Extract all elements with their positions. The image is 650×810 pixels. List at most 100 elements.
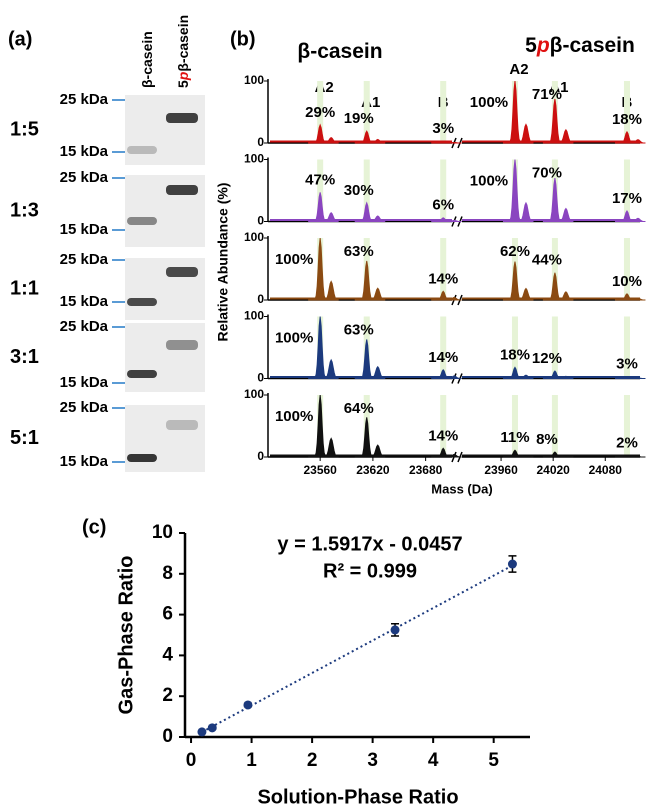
ratio-label: 1:3 <box>10 199 39 221</box>
text-part: 5 <box>525 34 537 57</box>
y-axis-title: Gas-Phase Ratio <box>115 556 137 715</box>
panel-label: (a) <box>8 28 32 50</box>
y-tick-label: 0 <box>257 371 264 385</box>
x-tick-label: 23680 <box>409 463 443 477</box>
peak-value-label: 3% <box>616 356 638 373</box>
x-tick-label: 2 <box>307 750 318 771</box>
peak-highlight <box>552 317 558 379</box>
text-part: β-casein <box>550 34 635 57</box>
gel-image <box>125 95 205 165</box>
panel-label: (c) <box>82 516 106 538</box>
lane-label: β-casein <box>139 31 155 88</box>
point <box>208 723 217 732</box>
peak-value-label: 64% <box>344 400 374 417</box>
marker-label: 25 kDa <box>60 399 109 416</box>
peak-value-label: 71% <box>532 86 562 103</box>
gel-band <box>127 217 157 225</box>
point <box>391 625 400 634</box>
text-part: β-casein <box>139 31 155 88</box>
y-tick-label: 100 <box>244 152 264 166</box>
gel-band <box>127 146 157 154</box>
y-tick-label: 100 <box>244 387 264 401</box>
text-part: 5 <box>175 80 191 88</box>
spectrum-title: 5pβ-casein <box>525 34 635 57</box>
spectrum-title: β-casein <box>297 40 382 63</box>
marker-label: 25 kDa <box>60 318 109 335</box>
text-part: p <box>175 71 191 81</box>
peak-value-label: 62% <box>500 243 530 260</box>
y-tick-label: 0 <box>257 214 264 228</box>
figure: (a) (b) (c) β-casein5pβ-casein1:525 kDa1… <box>0 0 650 810</box>
marker-label: 15 kDa <box>60 453 109 470</box>
annotation: R² = 0.999 <box>323 560 417 582</box>
gel-band <box>166 267 198 277</box>
x-tick-label: 24020 <box>536 463 570 477</box>
peak-value-label: 18% <box>500 346 530 363</box>
peak-value-label: 8% <box>536 431 558 448</box>
y-tick-label: 8 <box>162 563 173 584</box>
gel-band <box>127 454 157 462</box>
x-tick-label: 24080 <box>589 463 623 477</box>
ratio-label: 1:5 <box>10 118 39 140</box>
peak-value-label: 18% <box>612 111 642 128</box>
peak-value-label: 63% <box>344 243 374 260</box>
peak-highlight <box>512 395 518 457</box>
marker-label: 25 kDa <box>60 91 109 108</box>
peak-value-label: 70% <box>532 164 562 181</box>
peak-label: A2 <box>509 61 528 78</box>
peak-value-label: 11% <box>500 429 529 446</box>
text-part: β-casein <box>297 40 382 63</box>
peak-value-label: 47% <box>305 171 335 188</box>
peak-highlight <box>624 238 630 300</box>
x-tick-label: 23620 <box>356 463 390 477</box>
y-tick-label: 100 <box>244 230 264 244</box>
text-part: β-casein <box>175 15 191 72</box>
y-tick-label: 2 <box>162 685 173 706</box>
ratio-label: 5:1 <box>10 427 39 449</box>
marker-label: 15 kDa <box>60 221 109 238</box>
peak-value-label: 3% <box>432 120 454 137</box>
y-tick-label: 4 <box>162 644 173 665</box>
x-axis-title: Mass (Da) <box>431 481 492 496</box>
x-tick-label: 0 <box>186 750 197 771</box>
peak-value-label: 14% <box>428 427 458 444</box>
gel-band <box>166 420 198 430</box>
peak <box>503 81 533 143</box>
y-tick-label: 100 <box>244 309 264 323</box>
x-tick-label: 4 <box>428 750 439 771</box>
marker-label: 15 kDa <box>60 293 109 310</box>
peak-value-label: 10% <box>612 273 642 290</box>
peak-value-label: 44% <box>532 252 562 269</box>
marker-label: 15 kDa <box>60 143 109 160</box>
lane-label: 5pβ-casein <box>175 15 191 88</box>
panel-label: (b) <box>230 28 256 50</box>
gel-image <box>125 323 205 392</box>
peak-value-label: 2% <box>616 435 638 452</box>
ratio-label: 1:1 <box>10 277 39 299</box>
marker-label: 15 kDa <box>60 374 109 391</box>
annotation: y = 1.5917x - 0.0457 <box>277 533 462 555</box>
marker-label: 25 kDa <box>60 169 109 186</box>
y-tick-label: 0 <box>162 726 173 747</box>
x-tick-label: 23960 <box>484 463 518 477</box>
peak-value-label: 6% <box>432 197 454 214</box>
peak <box>503 262 533 300</box>
peak-value-label: 14% <box>428 349 458 366</box>
peak-value-label: 63% <box>344 321 374 338</box>
x-tick-label: 5 <box>488 750 499 771</box>
y-axis-title: Relative Abundance (%) <box>215 183 231 342</box>
gel-band <box>127 298 157 306</box>
ratio-label: 3:1 <box>10 346 39 368</box>
peak-value-label: 19% <box>344 110 374 127</box>
y-tick-label: 100 <box>244 73 264 87</box>
gel-band <box>166 340 198 350</box>
peak-value-label: 12% <box>532 350 562 367</box>
y-tick-label: 0 <box>257 292 264 306</box>
peak-value-label: 100% <box>470 172 508 189</box>
y-tick-label: 10 <box>152 522 173 543</box>
y-tick-label: 0 <box>257 449 264 463</box>
peak-value-label: 100% <box>275 408 313 425</box>
x-tick-label: 23560 <box>303 463 337 477</box>
marker-label: 25 kDa <box>60 251 109 268</box>
peak-value-label: 29% <box>305 104 335 121</box>
